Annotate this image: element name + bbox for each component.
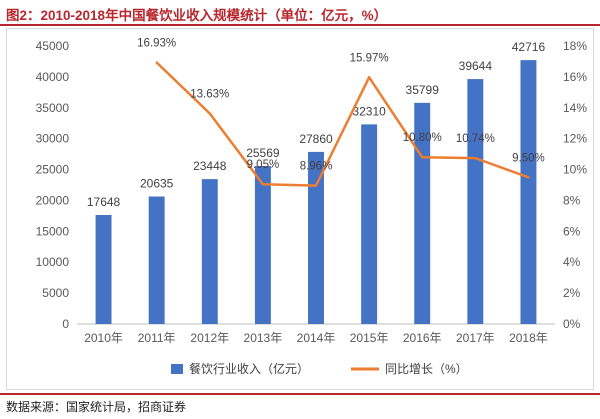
x-tick-label: 2011年 — [138, 331, 176, 345]
y-left-tick-label: 35000 — [36, 101, 70, 115]
growth-point-label: 8.96% — [300, 161, 333, 173]
y-left-tick-label: 15000 — [36, 224, 70, 238]
growth-point — [261, 183, 265, 186]
x-tick-label: 2015年 — [350, 331, 389, 345]
growth-point — [474, 156, 477, 160]
growth-point — [421, 156, 424, 159]
growth-point — [367, 76, 371, 79]
bar-data-labels: 17648 20635 23448 25569 27860 32310 35799 39644… — [87, 40, 546, 209]
bar-series — [95, 60, 537, 325]
x-tick-label: 2017年 — [456, 331, 495, 345]
y-right-tick-label: 6% — [563, 224, 581, 238]
revenue-bar — [467, 79, 484, 324]
revenue-bar — [254, 166, 271, 324]
y-left-tick-label: 0 — [62, 317, 69, 331]
figure-title: 图2：2010-2018年中国餐饮业收入规模统计（单位：亿元，%） — [6, 8, 388, 23]
revenue-growth-chart: 0 5000 10000 15000 20000 25000 30000 35000 40000… — [36, 38, 588, 376]
legend-line-label: 同比增长（%） — [385, 362, 468, 376]
legend-bar-swatch — [171, 364, 183, 374]
chart-axes: 0 5000 10000 15000 20000 25000 30000 35000 40000… — [36, 39, 588, 345]
chart-frame: 0 5000 10000 15000 20000 25000 30000 35000 40000… — [6, 28, 594, 390]
revenue-bar-label: 20635 — [140, 177, 174, 191]
x-tick-label: 2014年 — [297, 331, 336, 345]
y-right-tick-label: 4% — [563, 255, 581, 269]
growth-point-label: 15.97% — [350, 52, 389, 64]
revenue-bar-label: 32310 — [352, 104, 386, 118]
y-left-tick-label: 20000 — [36, 193, 70, 207]
x-tick-label: 2010年 — [84, 331, 123, 345]
y-right-tick-label: 14% — [563, 101, 587, 115]
growth-point-label: 13.63% — [190, 88, 229, 100]
revenue-bar-label: 23448 — [193, 159, 227, 173]
revenue-bar — [308, 151, 324, 324]
x-tick-label: 2012年 — [190, 331, 229, 345]
x-tick-label: 2013年 — [244, 331, 283, 345]
revenue-bar-label: 17648 — [87, 195, 121, 209]
growth-line — [155, 61, 529, 187]
growth-point-label: 10.80% — [403, 132, 442, 144]
growth-point-label: 9.05% — [247, 159, 280, 171]
y-left-tick-label: 25000 — [36, 163, 70, 177]
y-right-tick-label: 2% — [563, 286, 581, 300]
revenue-bar — [361, 124, 378, 325]
y-right-tick-label: 0% — [563, 317, 581, 331]
revenue-bar-label: 42716 — [512, 40, 546, 54]
y-right-tick-label: 10% — [563, 163, 587, 177]
revenue-bar-label: 39644 — [459, 59, 493, 73]
title-rule — [0, 24, 600, 26]
revenue-bar — [520, 60, 537, 324]
y-right-tick-label: 18% — [563, 39, 587, 53]
growth-point — [155, 61, 158, 64]
x-tick-label: 2018年 — [509, 331, 548, 345]
y-left-tick-label: 30000 — [36, 132, 70, 146]
y-right-tick-label: 12% — [563, 132, 587, 146]
growth-point-label: 9.50% — [512, 152, 545, 164]
revenue-bar — [148, 196, 165, 324]
source-note: 数据来源：国家统计局，招商证券 — [6, 400, 187, 414]
x-tick-label: 2016年 — [403, 331, 442, 345]
revenue-bar-label: 35799 — [406, 83, 440, 97]
growth-point — [208, 112, 211, 115]
chart-legend: 餐饮行业收入（亿元） 同比增长（%） — [171, 361, 468, 376]
line-data-labels: 16.93% 13.63% 9.05% 8.96% 15.97% 10.80% 10.74%… — [137, 38, 545, 173]
growth-point-label: 10.74% — [456, 133, 495, 145]
legend-bar-label: 餐饮行业收入（亿元） — [189, 361, 309, 376]
revenue-bar — [95, 214, 112, 324]
line-series — [155, 61, 530, 187]
y-right-tick-label: 16% — [563, 70, 587, 84]
y-left-tick-label: 10000 — [36, 255, 70, 269]
y-left-tick-label: 5000 — [42, 286, 69, 300]
revenue-bar — [201, 179, 218, 324]
y-right-tick-label: 8% — [563, 193, 581, 207]
growth-point-label: 16.93% — [137, 38, 176, 50]
revenue-bar-label: 27860 — [299, 132, 333, 146]
y-left-tick-label: 40000 — [36, 70, 70, 84]
revenue-bar-label: 25569 — [246, 146, 280, 160]
growth-point — [314, 184, 318, 187]
growth-point — [527, 176, 530, 179]
y-left-tick-label: 45000 — [36, 39, 70, 53]
source-rule — [0, 393, 600, 395]
